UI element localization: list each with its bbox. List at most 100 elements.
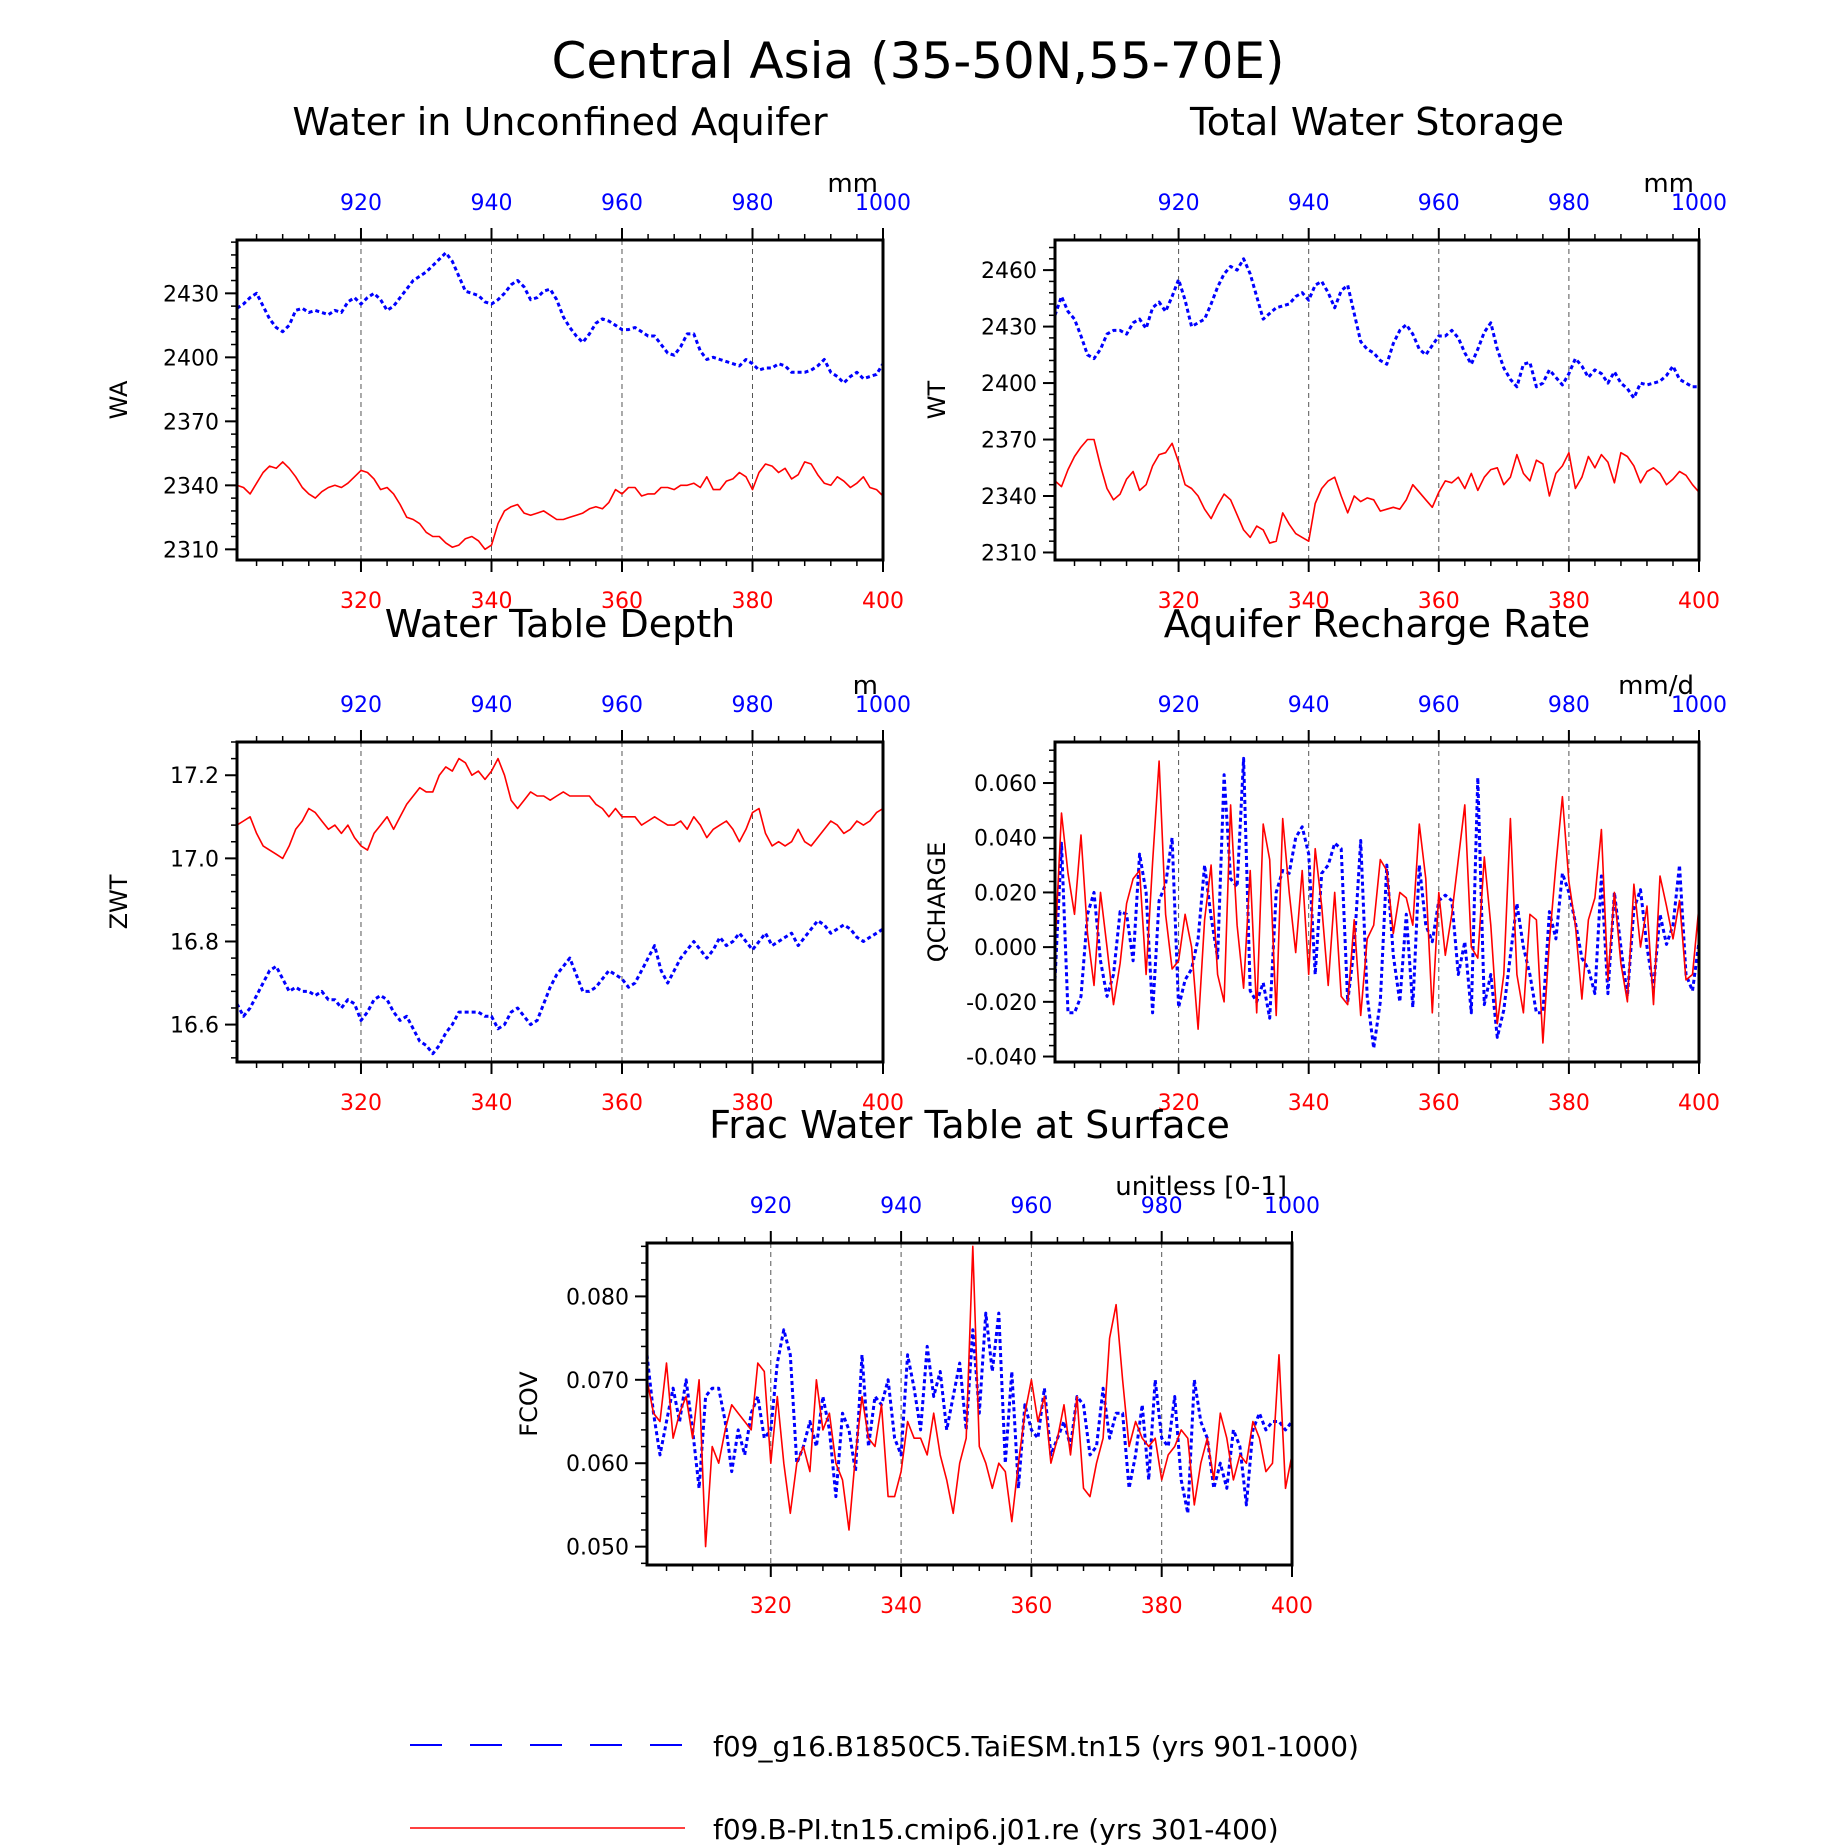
x-top-tick-label: 920 bbox=[340, 693, 382, 718]
plot-frame bbox=[1053, 740, 1701, 1064]
x-top-tick-label: 980 bbox=[1548, 191, 1590, 216]
series-line-b bbox=[1054, 438, 1700, 544]
y-tick-label: 0.040 bbox=[974, 827, 1037, 852]
y-tick-label: 2370 bbox=[981, 429, 1037, 454]
x-top-tick-label: 940 bbox=[1288, 191, 1330, 216]
y-tick-label: 0.020 bbox=[974, 881, 1037, 906]
panel-title: Water in Unconfined Aquifer bbox=[292, 100, 828, 144]
y-tick-label: -0.020 bbox=[966, 991, 1037, 1016]
x-bottom-tick-label: 400 bbox=[1678, 589, 1720, 614]
chart-panel-3: Water Table Depth m ZWT 16.6 16.8 17.0 17.2 320… bbox=[105, 602, 911, 1116]
x-bottom-tick-label: 400 bbox=[1271, 1594, 1313, 1619]
y-tick-label: 16.6 bbox=[170, 1014, 219, 1039]
y-tick-label: -0.040 bbox=[966, 1046, 1037, 1071]
x-top-tick-label: 940 bbox=[1288, 693, 1330, 718]
x-top-tick-label: 980 bbox=[1548, 693, 1590, 718]
y-tick-label: 2310 bbox=[163, 538, 219, 563]
y-tick-label: 16.8 bbox=[170, 930, 219, 955]
x-top-tick-label: 920 bbox=[1158, 693, 1200, 718]
x-bottom-tick-label: 360 bbox=[601, 1091, 643, 1116]
x-top-tick-label: 920 bbox=[750, 1194, 792, 1219]
figure-title: Central Asia (35-50N,55-70E) bbox=[551, 32, 1284, 90]
y-tick-label: 2430 bbox=[981, 316, 1037, 341]
y-tick-label: 2310 bbox=[981, 541, 1037, 566]
x-top-tick-label: 1000 bbox=[1264, 1194, 1320, 1219]
y-tick-label: 0.050 bbox=[566, 1536, 629, 1561]
plot-frame bbox=[235, 740, 885, 1064]
y-tick-label: 2400 bbox=[163, 346, 219, 371]
series-line-b bbox=[236, 461, 884, 551]
series-line-a bbox=[235, 919, 884, 1056]
chart-panels: Water in Unconfined Aquifer mm WA 2310 2340 2… bbox=[105, 100, 1727, 1619]
x-bottom-tick-label: 320 bbox=[1158, 1091, 1200, 1116]
y-axis-label: ZWT bbox=[105, 874, 133, 929]
x-bottom-tick-label: 320 bbox=[340, 589, 382, 614]
x-top-tick-label: 960 bbox=[601, 191, 643, 216]
series-line-a bbox=[1053, 756, 1701, 1050]
x-bottom-tick-label: 340 bbox=[1288, 1091, 1330, 1116]
units-label: mm/d bbox=[1618, 671, 1694, 701]
units-label: m bbox=[853, 671, 878, 701]
x-bottom-tick-label: 360 bbox=[1418, 1091, 1460, 1116]
x-top-tick-label: 980 bbox=[731, 693, 773, 718]
series-line-a bbox=[645, 1311, 1294, 1515]
x-bottom-tick-label: 380 bbox=[1548, 1091, 1590, 1116]
x-top-tick-label: 1000 bbox=[1671, 693, 1727, 718]
x-bottom-tick-label: 380 bbox=[1548, 589, 1590, 614]
series-line-b bbox=[1054, 760, 1700, 1044]
x-bottom-tick-label: 340 bbox=[1288, 589, 1330, 614]
x-bottom-tick-label: 360 bbox=[601, 589, 643, 614]
plot-frame bbox=[235, 238, 885, 562]
y-tick-label: 0.060 bbox=[974, 772, 1037, 797]
x-top-tick-label: 960 bbox=[1418, 191, 1460, 216]
panel-title: Total Water Storage bbox=[1189, 100, 1564, 144]
panel-title: Aquifer Recharge Rate bbox=[1164, 602, 1591, 646]
x-top-tick-label: 960 bbox=[601, 693, 643, 718]
y-tick-label: 17.2 bbox=[170, 764, 219, 789]
x-top-tick-label: 1000 bbox=[855, 693, 911, 718]
x-bottom-tick-label: 360 bbox=[1010, 1594, 1052, 1619]
x-top-tick-label: 980 bbox=[1141, 1194, 1183, 1219]
chart-panel-2: Total Water Storage mm WT 2310 2340 2370 2400 2… bbox=[923, 100, 1727, 614]
y-axis-label: WA bbox=[105, 380, 133, 419]
units-label: mm bbox=[827, 169, 878, 199]
series-line-a bbox=[1053, 257, 1699, 400]
x-top-tick-label: 1000 bbox=[1671, 191, 1727, 216]
series-line-b bbox=[236, 757, 884, 860]
y-tick-label: 2400 bbox=[981, 372, 1037, 397]
x-bottom-tick-label: 380 bbox=[731, 1091, 773, 1116]
x-bottom-tick-label: 320 bbox=[750, 1594, 792, 1619]
x-top-tick-label: 940 bbox=[880, 1194, 922, 1219]
x-top-tick-label: 920 bbox=[340, 191, 382, 216]
x-bottom-tick-label: 400 bbox=[862, 1091, 904, 1116]
y-tick-label: 17.0 bbox=[170, 847, 219, 872]
x-bottom-tick-label: 340 bbox=[880, 1594, 922, 1619]
x-bottom-tick-label: 380 bbox=[731, 589, 773, 614]
y-axis-label: QCHARGE bbox=[923, 842, 951, 963]
panel-title: Water Table Depth bbox=[385, 602, 736, 646]
x-bottom-tick-label: 380 bbox=[1141, 1594, 1183, 1619]
x-bottom-tick-label: 320 bbox=[1158, 589, 1200, 614]
y-tick-label: 0.060 bbox=[566, 1452, 629, 1477]
x-top-tick-label: 920 bbox=[1158, 191, 1200, 216]
plot-frame bbox=[645, 1241, 1294, 1567]
x-bottom-tick-label: 400 bbox=[862, 589, 904, 614]
y-tick-label: 0.070 bbox=[566, 1369, 629, 1394]
x-top-tick-label: 940 bbox=[470, 693, 512, 718]
y-axis-label: FCOV bbox=[515, 1371, 543, 1437]
y-tick-label: 0.000 bbox=[974, 936, 1037, 961]
chart-panel-1: Water in Unconfined Aquifer mm WA 2310 2340 2… bbox=[105, 100, 911, 614]
y-tick-label: 0.080 bbox=[566, 1285, 629, 1310]
x-top-tick-label: 980 bbox=[731, 191, 773, 216]
y-tick-label: 2340 bbox=[981, 485, 1037, 510]
y-tick-label: 2430 bbox=[163, 282, 219, 307]
units-label: unitless [0-1] bbox=[1115, 1172, 1287, 1202]
x-bottom-tick-label: 400 bbox=[1678, 1091, 1720, 1116]
units-label: mm bbox=[1643, 169, 1694, 199]
y-tick-label: 2460 bbox=[981, 259, 1037, 284]
legend-label-series-b: f09.B-PI.tn15.cmip6.j01.re (yrs 301-400) bbox=[713, 1813, 1279, 1846]
chart-panel-4: Aquifer Recharge Rate mm/d QCHARGE -0.040 -0… bbox=[923, 602, 1727, 1116]
y-axis-label: WT bbox=[923, 380, 951, 419]
series-line-a bbox=[236, 251, 885, 385]
